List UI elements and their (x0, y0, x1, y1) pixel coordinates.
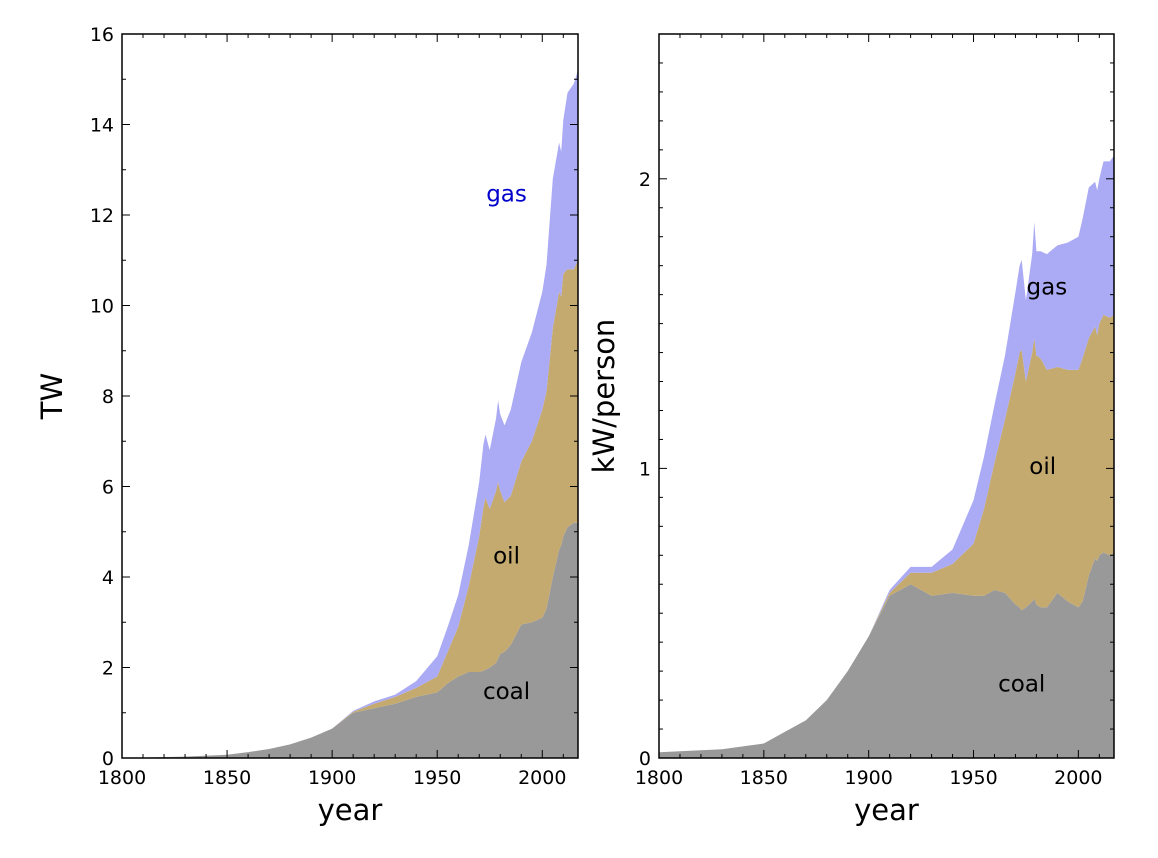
x-tick-label: 1900 (308, 767, 356, 789)
x-tick-label: 2000 (1054, 767, 1102, 789)
y-tick-label: 2 (102, 658, 114, 680)
series-label-coal: coal (483, 679, 530, 705)
x-tick-label: 1900 (844, 767, 892, 789)
y-tick-label: 12 (90, 205, 114, 227)
x-tick-label: 1850 (740, 767, 788, 789)
plot-frame (658, 33, 1115, 759)
y-tick-label: 14 (90, 115, 114, 137)
y-tick-label: 0 (639, 748, 651, 770)
x-tick-label: 2000 (518, 767, 566, 789)
area-gas (122, 70, 578, 758)
series-label-oil: oil (493, 543, 520, 569)
x-tick-label: 1850 (203, 767, 251, 789)
y-axis-label: kW/person (587, 319, 621, 474)
area-coal (659, 552, 1114, 758)
area-oil (659, 314, 1114, 753)
y-tick-label: 4 (102, 567, 114, 589)
y-tick-label: 6 (102, 477, 114, 499)
area-oil (122, 260, 578, 758)
y-tick-label: 8 (102, 386, 114, 408)
x-axis-label: year (318, 793, 383, 827)
x-tick-label: 1950 (413, 767, 461, 789)
series-label-gas: gas (486, 181, 527, 207)
x-tick-label: 1800 (98, 767, 146, 789)
series-label-coal: coal (998, 671, 1045, 697)
y-tick-label: 10 (90, 296, 114, 318)
y-tick-label: 16 (90, 24, 114, 46)
y-axis-label: TW (35, 373, 69, 420)
series-label-gas: gas (1027, 275, 1068, 301)
chart-panel-kw-per-person: 1800 1850 1900 1950 2000 0 1 2 year kW/person gas o… (587, 33, 1115, 827)
x-axis-label: year (854, 793, 919, 827)
area-coal (122, 522, 578, 758)
y-tick-label: 1 (639, 458, 651, 480)
y-tick-label: 0 (102, 748, 114, 770)
y-tick-label: 2 (639, 169, 651, 191)
chart-panel-tw: 1800 1850 1900 1950 2000 0 2 4 6 8 10 12 14 16 year TW g… (35, 24, 579, 827)
x-tick-label: 1950 (949, 767, 997, 789)
x-tick-label: 1800 (635, 767, 683, 789)
series-label-oil: oil (1029, 454, 1056, 480)
